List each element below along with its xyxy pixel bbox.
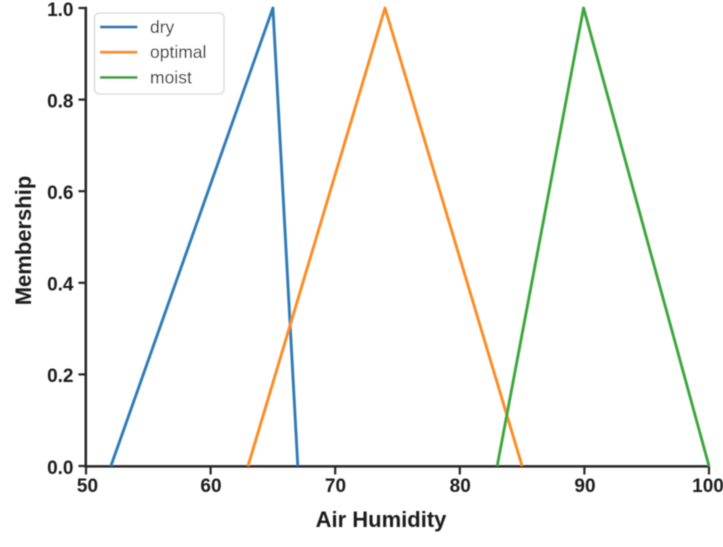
svg-text:0.0: 0.0 <box>47 458 73 479</box>
svg-text:100: 100 <box>692 476 723 497</box>
svg-text:0.4: 0.4 <box>47 275 74 296</box>
svg-text:Membership: Membership <box>11 176 36 306</box>
svg-text:90: 90 <box>574 476 595 497</box>
svg-text:0.6: 0.6 <box>47 183 73 204</box>
svg-text:Air Humidity: Air Humidity <box>316 507 448 532</box>
svg-text:1.0: 1.0 <box>47 0 73 21</box>
svg-text:80: 80 <box>450 476 471 497</box>
svg-text:moist: moist <box>150 67 192 87</box>
svg-text:optimal: optimal <box>150 42 206 62</box>
svg-text:0.2: 0.2 <box>47 366 73 387</box>
svg-text:0.8: 0.8 <box>47 91 73 112</box>
svg-text:50: 50 <box>77 476 98 497</box>
svg-text:60: 60 <box>200 476 221 497</box>
svg-text:70: 70 <box>325 476 346 497</box>
svg-text:dry: dry <box>150 17 175 37</box>
